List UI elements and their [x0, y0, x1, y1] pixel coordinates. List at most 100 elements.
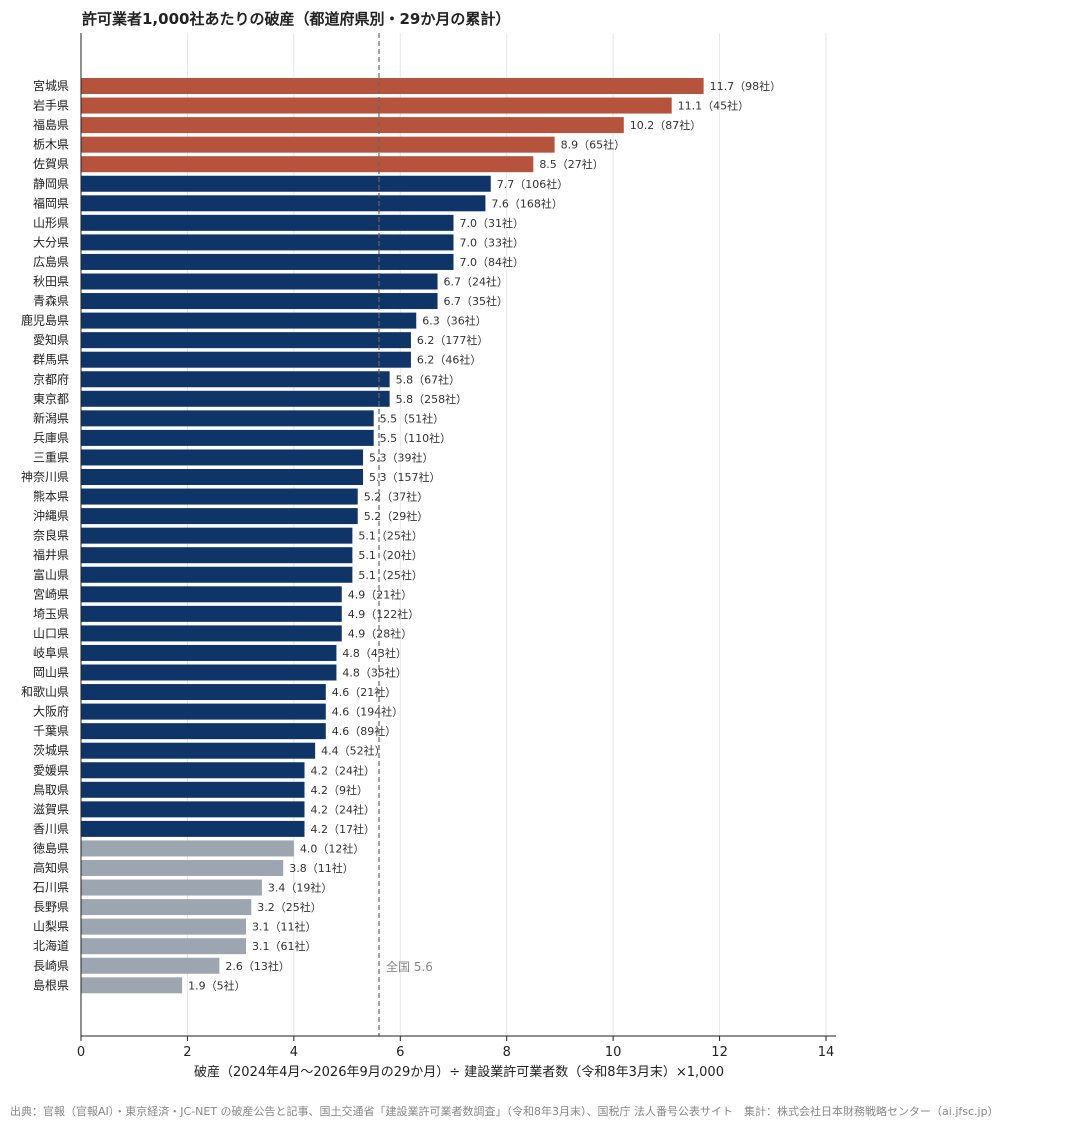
bar	[81, 508, 358, 525]
x-ticks: 0 2 4 6 8 10 12 14	[77, 1036, 834, 1060]
y-tick-label: 鳥取県	[33, 782, 69, 797]
bar	[81, 371, 390, 388]
bar	[81, 117, 624, 134]
data-label: 7.0（33社）	[460, 235, 525, 249]
bar	[81, 488, 358, 505]
bar	[81, 293, 438, 310]
data-label: 4.9（122社）	[348, 607, 420, 621]
y-tick-label: 愛媛県	[33, 763, 69, 777]
data-label: 6.2（177社）	[417, 333, 489, 347]
y-tick-label: 福井県	[33, 547, 69, 562]
y-tick-label: 島根県	[33, 977, 69, 992]
y-tick-label: 沖縄県	[33, 508, 69, 523]
y-tick-label: 兵庫県	[33, 431, 69, 445]
y-tick-label: 福島県	[33, 117, 69, 132]
bar	[81, 136, 555, 153]
y-tick-label: 長野県	[33, 900, 69, 914]
bar	[81, 527, 353, 544]
data-label: 7.6（168社）	[491, 196, 563, 210]
y-tick-label: 宮城県	[33, 78, 69, 93]
y-tick-label: 新潟県	[33, 410, 69, 425]
bar	[81, 195, 486, 212]
y-tick-label: 秋田県	[33, 275, 69, 289]
y-tick-label: 栃木県	[33, 138, 69, 152]
data-label: 6.2（46社）	[417, 353, 482, 367]
data-label: 5.3（39社）	[369, 450, 434, 464]
bar	[81, 332, 411, 349]
bar	[81, 820, 305, 837]
data-label: 5.8（67社）	[396, 372, 461, 386]
y-tick-label: 山口県	[33, 626, 69, 640]
y-tick-label: 三重県	[33, 450, 69, 464]
y-tick-label: 岡山県	[33, 666, 69, 680]
axes-group	[80, 33, 836, 1037]
x-tick-label: 0	[77, 1045, 85, 1060]
bar	[81, 762, 305, 779]
y-tick-label: 熊本県	[33, 489, 69, 504]
data-label: 4.6（194社）	[332, 705, 404, 719]
bar	[81, 938, 246, 955]
data-label: 11.1（45社）	[678, 99, 750, 113]
y-tick-label: 青森県	[33, 293, 69, 308]
bar	[81, 273, 438, 290]
chart-title: 許可業者1,000社あたりの破産（都道府県別・29か月の累計）	[82, 10, 511, 28]
bar	[81, 684, 326, 701]
bars-group: 宮城県 11.7（98社） 岩手県 11.1（45社） 福島県 10.2（87社） 栃木県 8…	[21, 78, 781, 994]
bar	[81, 390, 390, 407]
y-tick-label: 茨城県	[33, 744, 69, 758]
data-label: 5.1（25社）	[358, 568, 423, 582]
data-label: 4.6（89社）	[332, 724, 397, 738]
y-tick-label: 静岡県	[33, 177, 69, 191]
x-tick-label: 12	[711, 1045, 728, 1060]
x-tick-label: 4	[290, 1045, 298, 1060]
x-tick-label: 10	[605, 1045, 622, 1060]
bar	[81, 234, 454, 251]
data-label: 4.2（17社）	[311, 822, 376, 836]
y-tick-label: 和歌山県	[21, 684, 69, 699]
data-label: 3.1（11社）	[252, 920, 317, 934]
data-label: 4.9（21社）	[348, 587, 413, 601]
y-tick-label: 鹿児島県	[21, 313, 69, 328]
y-tick-label: 奈良県	[33, 528, 69, 543]
data-label: 4.8（43社）	[342, 646, 407, 660]
data-label: 7.0（31社）	[460, 216, 525, 230]
y-tick-label: 長崎県	[33, 959, 69, 973]
bar	[81, 625, 342, 642]
bar	[81, 429, 374, 446]
data-label: 4.4（52社）	[321, 744, 386, 758]
bar	[81, 605, 342, 622]
y-tick-label: 神奈川県	[21, 470, 69, 484]
bar	[81, 781, 305, 798]
data-label: 5.1（20社）	[358, 548, 423, 562]
y-tick-label: 岩手県	[33, 98, 69, 113]
data-label: 4.9（28社）	[348, 626, 413, 640]
bar	[81, 351, 411, 368]
y-tick-label: 福岡県	[33, 195, 69, 210]
data-label: 5.1（25社）	[358, 529, 423, 543]
y-tick-label: 北海道	[33, 938, 69, 953]
bar	[81, 723, 326, 740]
bar	[81, 918, 246, 935]
bar	[81, 175, 491, 192]
data-label: 6.7（35社）	[444, 294, 509, 308]
y-tick-label: 群馬県	[33, 353, 69, 367]
y-tick-label: 富山県	[33, 567, 69, 582]
data-label: 8.9（65社）	[561, 138, 626, 152]
x-tick-label: 8	[503, 1045, 511, 1060]
bar	[81, 214, 454, 231]
bar	[81, 742, 316, 759]
data-label: 10.2（87社）	[630, 118, 702, 132]
y-tick-label: 大阪府	[33, 704, 69, 719]
bar	[81, 469, 364, 485]
x-tick-label: 14	[818, 1045, 835, 1060]
bar	[81, 449, 364, 466]
bar	[81, 156, 534, 173]
y-tick-label: 岐阜県	[33, 646, 69, 660]
bar	[81, 801, 305, 818]
bar	[81, 410, 374, 427]
y-tick-label: 佐賀県	[33, 157, 69, 171]
bar	[81, 547, 353, 564]
bar	[81, 97, 672, 114]
x-tick-label: 2	[183, 1045, 191, 1060]
y-tick-label: 山形県	[33, 216, 69, 230]
